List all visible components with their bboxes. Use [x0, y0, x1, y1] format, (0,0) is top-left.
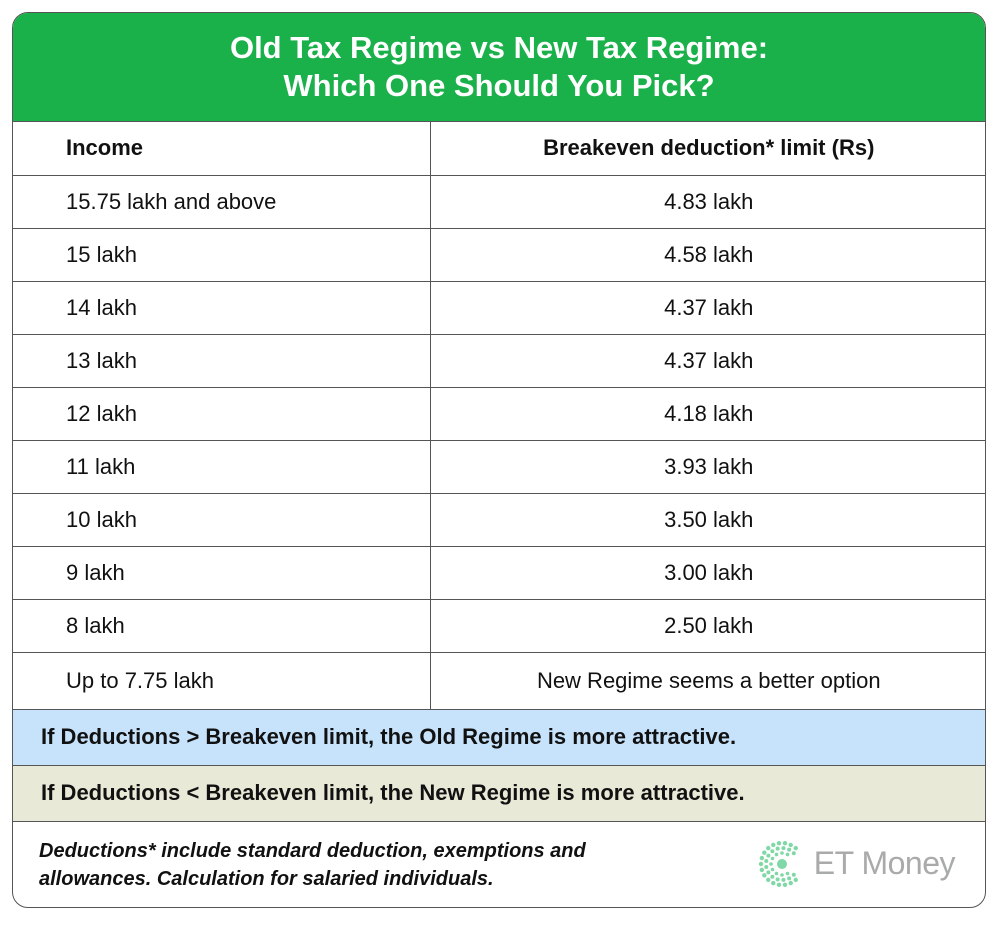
breakeven-limit-cell: New Regime seems a better option	[430, 652, 985, 710]
table-row: 10 lakh 3.50 lakh	[13, 493, 985, 547]
logo-dot	[764, 864, 769, 869]
logo-dot	[770, 867, 775, 871]
footnote: Deductions* include standard deduction, …	[39, 837, 739, 893]
table-row: 15 lakh 4.58 lakh	[13, 228, 985, 282]
table-row: 13 lakh 4.37 lakh	[13, 334, 985, 388]
logo-dot	[779, 872, 784, 877]
logo-dot	[785, 871, 790, 875]
logo-dot	[793, 877, 798, 882]
logo-dot	[765, 877, 771, 882]
breakeven-limit-cell: 4.83 lakh	[430, 175, 985, 229]
brand-name: ET Money	[813, 845, 956, 881]
table-row: Up to 7.75 lakh New Regime seems a better…	[13, 652, 985, 710]
income-cell: 10 lakh	[13, 493, 431, 547]
table-row: 11 lakh 3.93 lakh	[13, 440, 985, 494]
table-header-row: Income Breakeven deduction* limit (Rs)	[13, 122, 985, 176]
breakeven-table: Income Breakeven deduction* limit (Rs) 1…	[13, 122, 985, 710]
logo-dot	[768, 861, 773, 866]
logo-dot	[761, 872, 767, 878]
logo-dot	[791, 872, 796, 877]
breakeven-limit-cell: 2.50 lakh	[430, 599, 985, 653]
logo-dot	[764, 858, 769, 863]
table-body: 15.75 lakh and above 4.83 lakh 15 lakh 4.58…	[13, 175, 985, 710]
column-header-limit: Breakeven deduction* limit (Rs)	[430, 122, 985, 176]
logo-dot	[758, 861, 763, 866]
logo-dot	[774, 852, 779, 856]
title-line-2: Which One Should You Pick?	[283, 68, 715, 103]
brand-logo: ET Money	[758, 840, 956, 888]
logo-dot	[770, 874, 775, 879]
logo-dot	[765, 845, 771, 850]
logo-dot	[782, 840, 787, 845]
logo-dot	[791, 850, 796, 855]
logo-dot	[786, 847, 791, 852]
logo-dot	[779, 850, 784, 855]
logo-dot	[759, 855, 764, 860]
footer: Deductions* include standard deduction, …	[13, 822, 985, 908]
logo-dot	[776, 882, 781, 887]
logo-dot	[788, 842, 793, 847]
logo-dot	[759, 867, 764, 872]
breakeven-limit-cell: 4.37 lakh	[430, 281, 985, 335]
column-header-income: Income	[13, 122, 431, 176]
breakeven-limit-cell: 4.58 lakh	[430, 228, 985, 282]
logo-dot	[776, 840, 781, 845]
income-cell: 14 lakh	[13, 281, 431, 335]
breakeven-limit-cell: 3.00 lakh	[430, 546, 985, 600]
logo-dot	[766, 853, 771, 858]
table-row: 8 lakh 2.50 lakh	[13, 599, 985, 653]
logo-center	[776, 858, 787, 869]
logo-dot	[781, 877, 786, 882]
logo-dot	[788, 880, 793, 885]
income-cell: 11 lakh	[13, 440, 431, 494]
logo-dot	[761, 849, 767, 855]
logo-dot	[770, 848, 775, 853]
table-row: 14 lakh 4.37 lakh	[13, 281, 985, 335]
income-cell: 15.75 lakh and above	[13, 175, 431, 229]
footnote-line-2: allowances. Calculation for salaried ind…	[39, 867, 494, 890]
note-new-regime: If Deductions < Breakeven limit, the New…	[13, 765, 985, 822]
logo-dot	[781, 845, 786, 850]
income-cell: 8 lakh	[13, 599, 431, 653]
table-row: 15.75 lakh and above 4.83 lakh	[13, 175, 985, 229]
title-line-1: Old Tax Regime vs New Tax Regime:	[229, 30, 769, 65]
breakeven-limit-cell: 3.93 lakh	[430, 440, 985, 494]
logo-dot	[775, 876, 780, 881]
logo-dot	[793, 845, 798, 850]
logo-dot	[770, 842, 776, 847]
income-cell: 9 lakh	[13, 546, 431, 600]
logo-dot	[786, 875, 791, 880]
breakeven-limit-cell: 3.50 lakh	[430, 493, 985, 547]
logo-dot	[774, 871, 779, 875]
footnote-line-1: Deductions* include standard deduction, …	[39, 839, 586, 862]
income-cell: 12 lakh	[13, 387, 431, 441]
table-row: 9 lakh 3.00 lakh	[13, 546, 985, 600]
logo-dot	[785, 852, 790, 856]
income-cell: Up to 7.75 lakh	[13, 652, 431, 710]
logo-dot	[770, 880, 776, 885]
breakeven-limit-cell: 4.37 lakh	[430, 334, 985, 388]
income-cell: 13 lakh	[13, 334, 431, 388]
comparison-card: Old Tax Regime vs New Tax Regime: Which …	[12, 12, 986, 908]
income-cell: 15 lakh	[13, 228, 431, 282]
title-banner: Old Tax Regime vs New Tax Regime: Which …	[13, 13, 985, 122]
table-row: 12 lakh 4.18 lakh	[13, 387, 985, 441]
breakeven-limit-cell: 4.18 lakh	[430, 387, 985, 441]
logo-dot	[775, 846, 780, 851]
logo-dot	[782, 882, 787, 887]
logo-dot	[770, 856, 775, 860]
note-old-regime: If Deductions > Breakeven limit, the Old…	[13, 709, 985, 766]
et-money-logo-icon	[758, 840, 798, 887]
logo-dot	[766, 869, 771, 874]
